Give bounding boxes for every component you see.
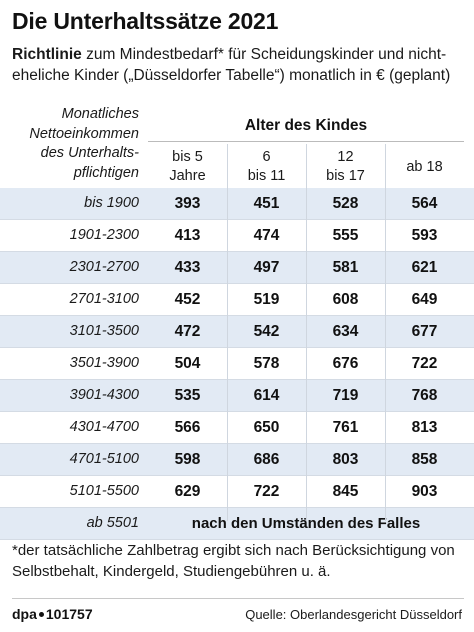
income-cell: 4701-5100: [69, 451, 139, 467]
logo-text: dpa: [12, 606, 37, 622]
group-divider: [148, 141, 464, 142]
column-header-age-0-5: bis 5 Jahre: [148, 147, 227, 187]
income-cell: 3901-4300: [69, 387, 139, 403]
value-cell: 686: [253, 451, 280, 468]
column-header-line: bis 5: [172, 149, 203, 165]
value-cell: 593: [411, 227, 438, 244]
subtitle-rest: zum Mindestbedarf* für Scheidungskinder …: [12, 46, 451, 84]
value-cell: 629: [174, 483, 201, 500]
value-cell: 858: [411, 451, 438, 468]
value-cell: 497: [253, 259, 280, 276]
value-cell: 761: [332, 419, 359, 436]
value-cell: 719: [332, 387, 359, 404]
column-header-age-12-17: 12 bis 17: [306, 147, 385, 187]
table-row-last: ab 5501 nach den Umständen des Falles: [0, 508, 474, 540]
value-cell: 768: [411, 387, 438, 404]
income-cell: 5101-5500: [69, 483, 139, 499]
income-header-line: Nettoeinkommen: [29, 125, 139, 142]
value-cell: 903: [411, 483, 438, 500]
table-row: 4301-4700 566 650 761 813: [0, 412, 474, 444]
table-row: 3901-4300 535 614 719 768: [0, 380, 474, 412]
column-header-line: bis 11: [247, 168, 286, 184]
value-cell: 504: [174, 355, 201, 372]
value-cell: 608: [332, 291, 359, 308]
income-cell: 2701-3100: [69, 291, 139, 307]
table-row: 2301-2700 433 497 581 621: [0, 252, 474, 284]
column-header-line: Jahre: [169, 168, 206, 184]
value-cell: 813: [411, 419, 438, 436]
value-cell: 578: [253, 355, 280, 372]
value-cell: 474: [253, 227, 280, 244]
value-cell: 566: [174, 419, 201, 436]
value-cell: 581: [332, 259, 359, 276]
column-header-line: ab 18: [406, 158, 443, 175]
column-divider: [227, 144, 228, 521]
value-cell: 677: [411, 323, 438, 340]
column-header-line: 6: [262, 149, 271, 165]
value-cell: 519: [253, 291, 280, 308]
value-cell: 722: [253, 483, 280, 500]
income-cell: 1901-2300: [69, 227, 139, 243]
value-cell: 433: [174, 259, 201, 276]
value-cell: 650: [253, 419, 280, 436]
value-cell: 393: [174, 195, 201, 212]
value-cell: 649: [411, 291, 438, 308]
value-cell: 452: [174, 291, 201, 308]
page-title: Die Unterhaltssätze 2021: [12, 8, 279, 34]
value-cell: 722: [411, 355, 438, 372]
value-cell: 564: [411, 195, 438, 212]
value-cell: 803: [332, 451, 359, 468]
income-header: Monatliches Nettoeinkommen des Unterhalt…: [8, 105, 139, 183]
footnote: *der tatsächliche Zahlbetrag ergibt sich…: [12, 542, 455, 580]
income-cell: 3101-3500: [69, 323, 139, 339]
subtitle: Richtlinie zum Mindestbedarf* für Scheid…: [12, 44, 467, 86]
table-row: 5101-5500 629 722 845 903: [0, 476, 474, 508]
income-header-line: pflichtigen: [73, 164, 139, 181]
value-cell: 598: [174, 451, 201, 468]
value-cell: 676: [332, 355, 359, 372]
column-header-line: 12: [337, 149, 354, 165]
column-divider: [306, 144, 307, 521]
value-cell: 845: [332, 483, 359, 500]
column-header-age-6-11: 6 bis 11: [227, 147, 306, 187]
income-cell: bis 1900: [84, 195, 139, 211]
table-row: 2701-3100 452 519 608 649: [0, 284, 474, 316]
income-cell: 2301-2700: [69, 259, 139, 275]
table-row: 1901-2300 413 474 555 593: [0, 220, 474, 252]
value-cell: 621: [411, 259, 438, 276]
income-header-line: Monatliches: [61, 106, 139, 122]
value-cell: 528: [332, 195, 359, 212]
value-cell: 634: [332, 323, 359, 340]
case-by-case-cell: nach den Umständen des Falles: [191, 515, 421, 532]
value-cell: 555: [332, 227, 359, 244]
table-row: 4701-5100 598 686 803 858: [0, 444, 474, 476]
table-row: 3501-3900 504 578 676 722: [0, 348, 474, 380]
value-cell: 451: [253, 195, 280, 212]
column-header-age-18: ab 18: [385, 147, 464, 187]
income-header-line: des Unterhalts-: [40, 145, 139, 161]
value-cell: 413: [174, 227, 201, 244]
income-cell: 4301-4700: [69, 419, 139, 435]
value-cell: 472: [174, 323, 201, 340]
income-cell: ab 5501: [86, 515, 139, 531]
subtitle-bold: Richtlinie: [12, 46, 82, 63]
table-row: 3101-3500 472 542 634 677: [0, 316, 474, 348]
column-divider: [385, 144, 386, 521]
age-group-title: Alter des Kindes: [244, 117, 368, 134]
logo-dot-icon: [38, 611, 44, 617]
value-cell: 535: [174, 387, 201, 404]
footer-divider: [12, 598, 464, 599]
column-header-line: bis 17: [326, 168, 365, 184]
value-cell: 614: [253, 387, 280, 404]
income-cell: 3501-3900: [69, 355, 139, 371]
source-credit: Quelle: Oberlandesgericht Düsseldorf: [245, 607, 462, 622]
dpa-logo: dpa 101757: [12, 606, 93, 622]
table-row: bis 1900 393 451 528 564: [0, 188, 474, 220]
value-cell: 542: [253, 323, 280, 340]
graphic-id: 101757: [45, 606, 93, 622]
maintenance-table: bis 1900 393 451 528 564 1901-2300 413 4…: [0, 188, 474, 540]
